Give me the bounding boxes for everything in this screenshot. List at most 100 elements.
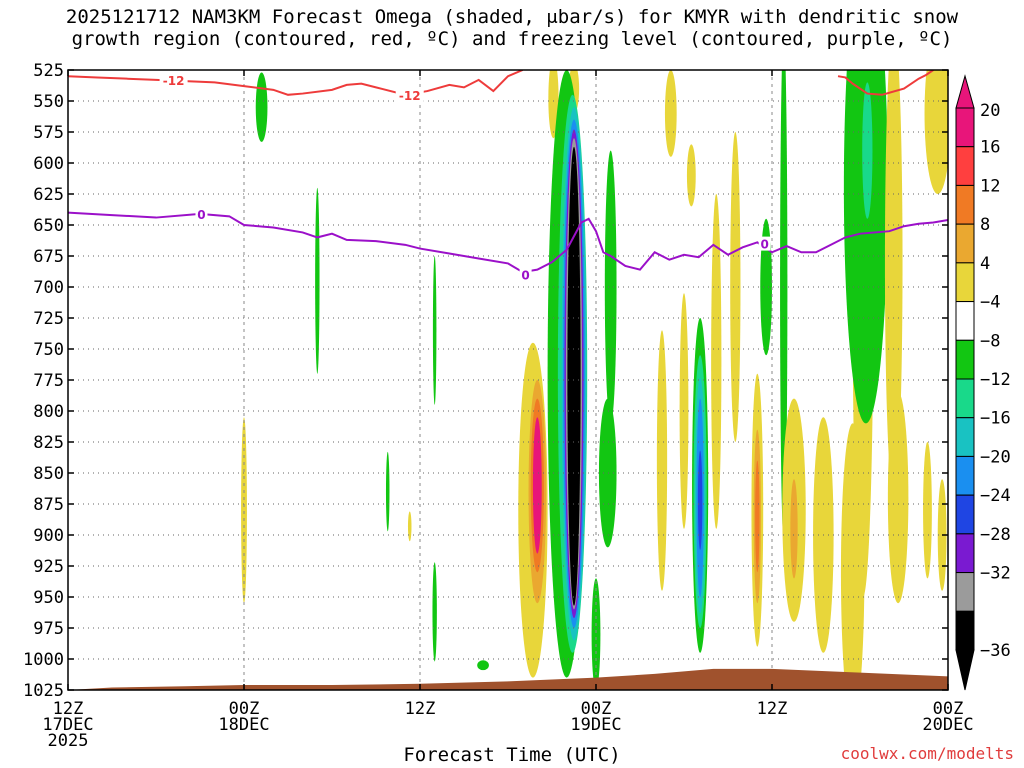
x-tick-label: 2025 — [48, 731, 89, 751]
contour-line--12-0 — [68, 70, 524, 96]
y-tick-label: 900 — [33, 526, 64, 546]
x-tick-label: 17DEC — [42, 715, 93, 735]
omega-blob-47 — [884, 70, 903, 498]
omega-blob-32 — [755, 460, 760, 573]
credit-text: coolwx.com/modelts — [840, 744, 1014, 763]
colorbar-swatch — [955, 107, 975, 148]
y-tick-label: 700 — [33, 278, 64, 298]
colorbar-top-arrow — [955, 74, 975, 109]
colorbar-label: −24 — [980, 486, 1011, 506]
y-tick-label: 750 — [33, 340, 64, 360]
colorbar-swatch — [955, 146, 975, 186]
y-tick-label: 1025 — [23, 681, 64, 701]
omega-blob-21 — [604, 150, 617, 424]
colorbar-bottom-arrow — [955, 649, 975, 691]
contour-label: -12 — [399, 89, 421, 103]
omega-blob-7 — [407, 511, 412, 542]
y-tick-label: 975 — [33, 619, 64, 639]
omega-blob-49 — [923, 442, 932, 579]
colorbar-label: −28 — [980, 525, 1011, 545]
axes: 525 550 575 600 625 650 675 700 725 750 775 800 825 8… — [23, 61, 974, 751]
y-tick-label: 675 — [33, 247, 64, 267]
contour-line--12-1 — [837, 70, 934, 96]
omega-blob-22 — [598, 398, 617, 548]
x-axis-title: Forecast Time (UTC) — [403, 744, 621, 766]
x-tick-label: 12Z — [53, 699, 84, 719]
colorbar-label: −4 — [980, 293, 1000, 313]
colorbar-label: −16 — [980, 409, 1011, 429]
colorbar-label: 12 — [980, 176, 1000, 196]
omega-blob-26 — [679, 293, 689, 529]
colorbar-label: 8 — [980, 215, 990, 235]
colorbar-swatch — [955, 455, 975, 496]
x-tick-label: 12Z — [757, 699, 788, 719]
omega-blob-38 — [760, 218, 773, 356]
colorbar-label: 4 — [980, 254, 990, 274]
y-tick-label: 1000 — [23, 650, 64, 670]
y-tick-label: 625 — [33, 185, 64, 205]
omega-blob-5 — [477, 660, 489, 671]
colorbar-swatch — [955, 301, 975, 341]
omega-blob-28 — [711, 194, 722, 529]
omega-blob-46 — [862, 82, 873, 219]
omega-blob-6 — [241, 417, 247, 604]
omega-blob-8 — [548, 70, 559, 139]
terrain-fill — [68, 668, 948, 690]
x-tick-label: 00Z — [933, 699, 964, 719]
colorbar-label: −20 — [980, 447, 1011, 467]
contour-label: -12 — [163, 74, 185, 88]
x-tick-label: 00Z — [229, 699, 260, 719]
y-tick-label: 600 — [33, 154, 64, 174]
contour-label-bg — [395, 87, 424, 102]
y-tick-label: 775 — [33, 371, 64, 391]
y-tick-label: 825 — [33, 433, 64, 453]
omega-blob-0 — [255, 72, 268, 142]
y-tick-label: 800 — [33, 402, 64, 422]
colorbar-swatch — [955, 494, 975, 535]
contour-label-bg — [195, 206, 208, 221]
colorbar-swatch — [955, 339, 975, 380]
omega-blob-1 — [315, 187, 320, 374]
title-line-1: 2025121712 NAM3KM Forecast Omega (shaded… — [65, 6, 959, 28]
colorbar: 20 16 12 8 4 −4 −8 −12 −16 −20 −24 −28 −32 −36 — [955, 74, 1011, 691]
omega-blob-20 — [567, 146, 581, 606]
colorbar-label: 20 — [980, 101, 1000, 121]
colorbar-swatch — [955, 223, 975, 264]
y-tick-label: 650 — [33, 216, 64, 236]
x-tick-label: 18DEC — [218, 715, 269, 735]
y-tick-label: 925 — [33, 557, 64, 577]
terrain — [68, 668, 948, 690]
contour-label: 0 — [521, 269, 529, 283]
y-tick-label: 850 — [33, 464, 64, 484]
omega-blob-2 — [432, 256, 437, 405]
contour-label-bg — [519, 267, 532, 282]
omega-blob-25 — [686, 144, 696, 207]
chart-title: 2025121712 NAM3KM Forecast Omega (shaded… — [0, 6, 1024, 50]
y-tick-label: 550 — [33, 92, 64, 112]
omega-blob-4 — [432, 562, 437, 662]
colorbar-label: −36 — [980, 641, 1011, 661]
x-tick-label: 12Z — [405, 699, 436, 719]
colorbar-label: −8 — [980, 331, 1000, 351]
grid-lines — [68, 70, 948, 690]
omega-blob-24 — [664, 70, 677, 157]
omega-blob-41 — [790, 479, 798, 579]
omega-blob-39 — [780, 70, 788, 542]
omega-blob-51 — [924, 70, 948, 194]
colorbar-swatch — [955, 184, 975, 225]
omega-blob-27 — [656, 330, 668, 591]
y-tick-label: 525 — [33, 61, 64, 81]
colorbar-swatch — [955, 610, 975, 651]
omega-blob-45 — [843, 70, 888, 424]
contour-label: 0 — [760, 238, 768, 252]
colorbar-label: −32 — [980, 564, 1011, 584]
y-tick-label: 725 — [33, 309, 64, 329]
contour-label-bg — [159, 72, 188, 87]
x-tick-label: 19DEC — [570, 715, 621, 735]
x-tick-label: 20DEC — [922, 715, 973, 735]
colorbar-swatch — [955, 378, 975, 419]
omega-blob-48 — [887, 392, 909, 604]
x-tick-label: 00Z — [581, 699, 612, 719]
colorbar-swatch — [955, 262, 975, 303]
